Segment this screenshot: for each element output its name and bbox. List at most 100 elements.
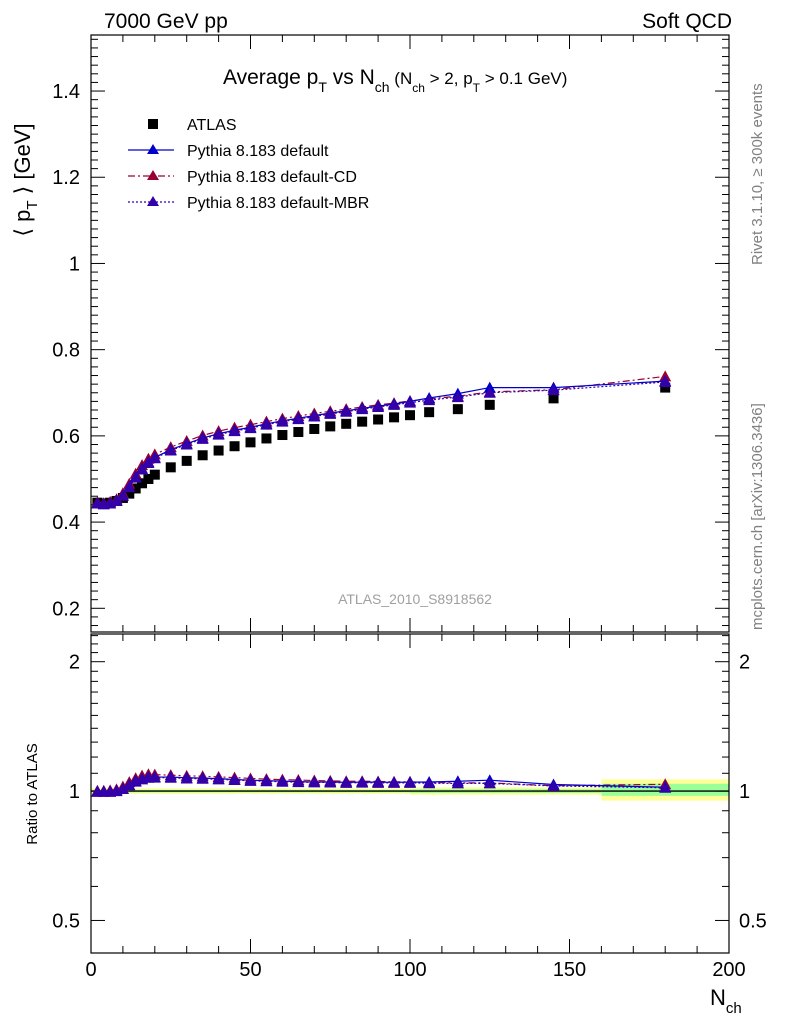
main-point-mbr [388,398,401,410]
ratio-point-mbr [340,776,353,788]
ratio-point-mbr [547,779,560,791]
main-point-atlas [484,399,495,410]
ratio-panel-frame [90,633,730,954]
main-point-atlas [229,441,240,452]
ratio-point-mbr [123,779,136,791]
main-point-atlas [660,382,671,393]
main-point-atlas [137,478,148,489]
main-point-mbr [547,384,560,396]
ratio-point-mbr [180,772,193,784]
title-cut-sub1: ch [412,81,425,95]
x-axis-label: Nch [710,985,742,1017]
title-mid-sub: ch [375,79,390,95]
plot-title: Average pT vs Nch (Nch > 2, pT > 0.1 GeV… [223,66,567,95]
main-point-mbr [324,407,337,419]
analysis-watermark: ATLAS_2010_S8918562 [338,591,492,607]
main-point-mbr [340,405,353,417]
ratio-point-mbr [196,772,209,784]
main-point-mbr [356,403,369,415]
ratio-point-mbr [148,771,161,783]
main-point-mbr [129,471,142,483]
main-point-atlas [213,445,224,456]
title-main: Average p [223,66,318,89]
ratio-point-mbr [659,781,672,793]
y-tick-label: 0.2 [52,598,80,620]
main-line-cd [97,375,666,504]
header-energy: 7000 GeV pp [104,10,228,33]
ratio-point-mbr [308,776,321,788]
main-point-atlas [149,469,160,480]
ratio-y-axis-label: Ratio to ATLAS [24,743,41,844]
ratio-point-mbr [372,776,385,788]
legend-label-default: Pythia 8.183 default [187,143,329,160]
y-tick-label: 0.6 [52,426,80,448]
side-label-mcplots: mcplots.cern.ch [arXiv:1306.3436] [749,403,766,630]
main-point-atlas [124,488,135,499]
main-point-atlas [293,426,304,437]
main-point-atlas [277,430,288,441]
main-point-atlas [325,421,336,432]
main-point-mbr [483,386,496,398]
legend-marker-atlas [148,119,158,129]
main-point-mbr [292,413,305,425]
main-panel-ticks: 0.2 0.4 0.6 0.8 1 1.2 1.4 [52,35,730,632]
main-point-atlas [143,473,154,484]
ratio-point-mbr [324,776,337,788]
ylabel-close: ⟩ [GeV] [10,123,35,200]
main-point-mbr [123,481,136,493]
main-point-atlas [357,416,368,427]
main-point-mbr [148,452,161,464]
main-point-atlas [130,483,141,494]
ratio-point-mbr [388,776,401,788]
main-panel-data [91,370,672,510]
ratio-y-tick-label-right: 2 [739,652,750,674]
x-tick-label: 50 [239,959,261,981]
ylabel-sub: T [24,200,41,209]
legend: ATLAS Pythia 8.183 default Pythia 8.183 … [128,117,369,212]
y-tick-label: 1.2 [52,167,80,189]
main-point-mbr [142,457,155,469]
main-point-mbr [276,415,289,427]
main-point-mbr [423,394,436,406]
title-cut-mid: > 2, p [425,69,473,88]
ratio-point-mbr [356,776,369,788]
main-point-mbr [260,418,273,430]
header-category: Soft QCD [642,10,732,33]
main-point-atlas [261,433,272,444]
main-point-atlas [309,423,320,434]
x-tick-label: 150 [553,959,586,981]
ratio-y-tick-label: 2 [69,652,80,674]
main-point-atlas [197,450,208,461]
main-point-mbr [110,494,123,506]
ratio-panel-data [91,768,672,797]
side-label-rivet: Rivet 3.1.10, ≥ 300k events [749,83,766,265]
ratio-point-mbr [260,775,273,787]
title-cut-open: (N [390,69,413,88]
ratio-panel-ticks: 0.5 0.5 1 1 2 2 0 50 100 150 200 [52,634,767,981]
main-y-axis-label: ⟨ pT ⟩ [GeV] [10,123,41,236]
main-point-mbr [116,489,129,501]
main-point-mbr [164,444,177,456]
xlabel-main: N [710,985,726,1010]
main-point-mbr [659,375,672,387]
main-point-atlas [373,414,384,425]
y-tick-label: 1.4 [52,81,80,103]
legend-marker-default [147,144,159,154]
legend-label-cd: Pythia 8.183 default-CD [187,169,357,186]
title-main-sub: T [318,79,327,95]
main-point-mbr [372,400,385,412]
ratio-point-mbr [423,777,436,789]
ratio-point-mbr [483,777,496,789]
main-point-mbr [196,432,209,444]
main-point-atlas [341,418,352,429]
main-point-atlas [452,404,463,415]
xlabel-sub: ch [726,1000,742,1017]
ratio-point-mbr [164,771,177,783]
x-tick-label: 200 [712,959,745,981]
ratio-point-mbr [404,776,416,788]
main-point-atlas [245,437,256,448]
ratio-y-tick-label: 0.5 [52,910,80,932]
y-tick-label: 1 [69,253,80,275]
main-point-mbr [404,396,416,408]
